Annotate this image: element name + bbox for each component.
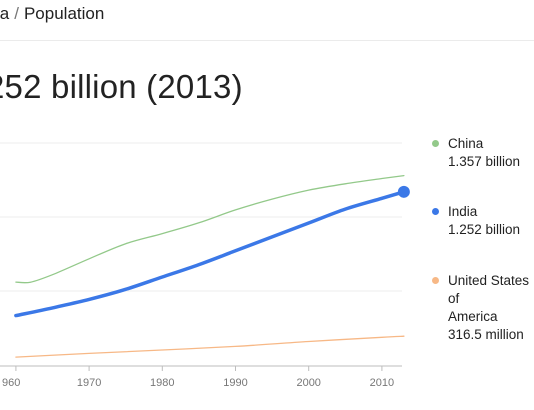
x-tick-label: 2010 [370, 377, 394, 389]
x-tick-label: 960 [2, 377, 20, 389]
legend-dot-icon [432, 208, 439, 215]
series-line-india[interactable] [14, 190, 406, 318]
legend-series-value: 316.5 million [448, 327, 524, 342]
x-tick-label: 1990 [223, 377, 247, 389]
legend-series-name: India [448, 204, 478, 219]
legend-series-value: 1.252 billion [448, 222, 521, 237]
breadcrumb-separator: / [14, 4, 19, 23]
population-headline: 252 billion (2013) [0, 68, 243, 105]
legend-item-china[interactable]: China 1.357 billion [430, 135, 520, 171]
legend-dot-icon [432, 140, 439, 147]
legend-series-name: China [448, 136, 484, 151]
header-divider [0, 40, 534, 41]
series-line-united-states-of-america[interactable] [15, 335, 405, 358]
breadcrumb: ia/Population [0, 4, 104, 24]
breadcrumb-current-page: Population [23, 4, 105, 23]
legend-series-value: 1.357 billion [448, 154, 521, 169]
series-endpoint-india[interactable] [397, 185, 410, 198]
legend-series-name: United States of America [448, 273, 530, 324]
x-tick-label: 1980 [150, 377, 174, 389]
x-tick-label: 2000 [296, 377, 320, 389]
legend-item-united-states-of-america[interactable]: United States of America 316.5 million [430, 272, 534, 344]
series-line-china[interactable] [15, 174, 405, 284]
legend-item-india[interactable]: India 1.252 billion [430, 203, 520, 239]
breadcrumb-country-link[interactable]: ia [0, 4, 10, 23]
legend-dot-icon [432, 277, 439, 284]
x-tick-label: 1970 [77, 377, 101, 389]
